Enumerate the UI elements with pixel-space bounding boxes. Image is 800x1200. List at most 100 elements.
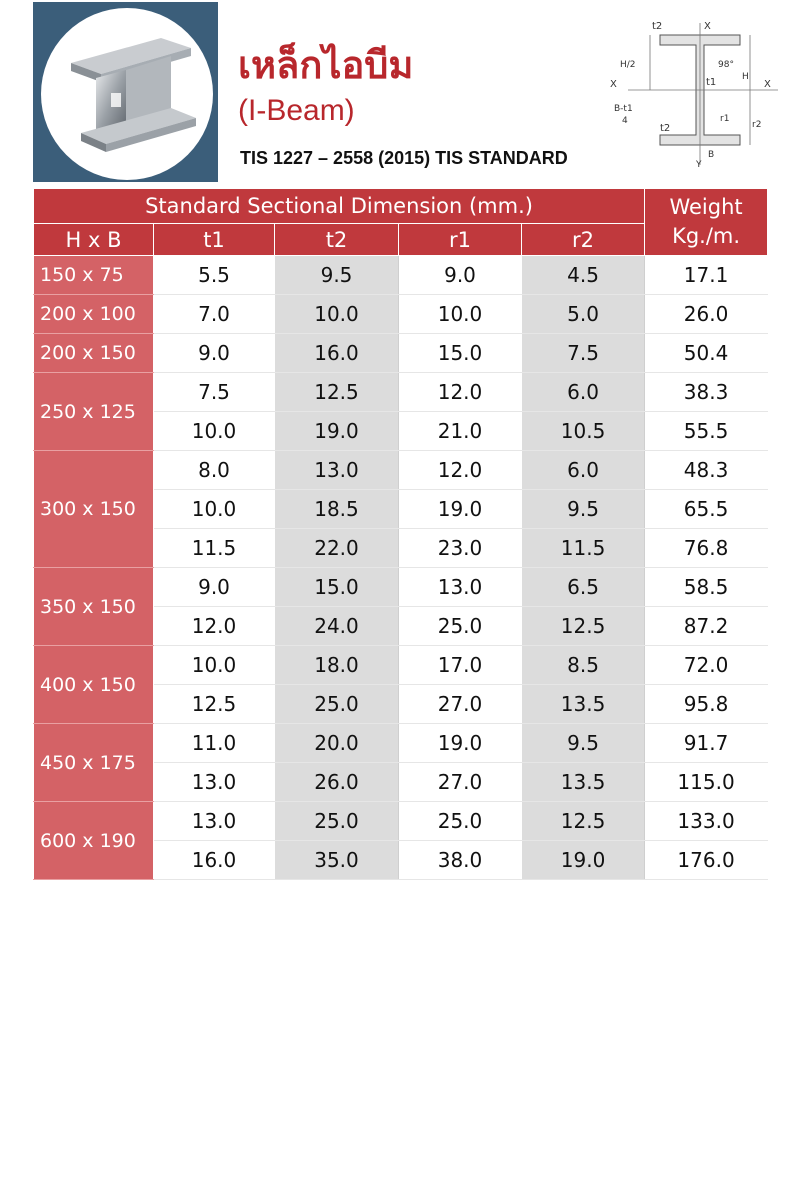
t2-cell: 18.0 xyxy=(274,645,399,685)
t1-cell: 12.5 xyxy=(153,684,275,724)
i-beam-spec-table: Standard Sectional Dimension (mm.) Weigh… xyxy=(32,188,769,880)
table-row: 13.0 26.0 27.0 13.5 115.0 xyxy=(34,762,769,802)
size-cell: 300 x 150 xyxy=(33,450,154,568)
size-cell: 450 x 175 xyxy=(33,723,154,802)
table-body: 150 x 75 5.5 9.5 9.0 4.5 17.1 200 x 100 7.0 10.0… xyxy=(33,255,769,880)
standard-label: TIS 1227 – 2558 (2015) TIS STANDARD xyxy=(240,148,568,168)
size-cell: 400 x 150 xyxy=(33,645,154,724)
weight-cell: 55.5 xyxy=(644,411,769,451)
diagram-t1: t1 xyxy=(706,77,716,88)
diagram-b: B xyxy=(708,150,714,160)
table-row: 400 x 150 10.0 18.0 17.0 8.5 72.0 xyxy=(33,645,769,724)
r2-cell: 6.0 xyxy=(520,450,646,490)
diagram-t2-bottom: t2 xyxy=(660,123,670,134)
r1-cell: 27.0 xyxy=(398,762,522,802)
group-header: Standard Sectional Dimension (mm.) xyxy=(32,188,646,224)
diagram-x-right: X xyxy=(764,79,771,90)
t1-cell: 8.0 xyxy=(153,450,275,490)
weight-cell: 95.8 xyxy=(644,684,769,724)
product-logo-box xyxy=(33,2,218,182)
table-row: 11.5 22.0 23.0 11.5 76.8 xyxy=(34,528,769,568)
t2-cell: 18.5 xyxy=(274,489,399,529)
diagram-t2-top: t2 xyxy=(652,21,662,32)
r1-cell: 25.0 xyxy=(398,606,522,646)
r1-cell: 27.0 xyxy=(398,684,522,724)
t1-cell: 16.0 xyxy=(153,840,275,880)
weight-cell: 115.0 xyxy=(644,762,769,802)
r2-cell: 6.5 xyxy=(520,567,646,607)
diagram-angle: 98° xyxy=(718,60,734,70)
r1-cell: 13.0 xyxy=(398,567,522,607)
weight-header: Weight Kg./m. xyxy=(644,188,769,256)
r2-cell: 10.5 xyxy=(520,411,646,451)
r2-cell: 5.0 xyxy=(520,294,646,334)
t2-cell: 35.0 xyxy=(274,840,399,880)
weight-cell: 133.0 xyxy=(644,801,769,841)
weight-cell: 38.3 xyxy=(644,372,769,412)
r1-cell: 17.0 xyxy=(398,645,522,685)
size-cell: 600 x 190 xyxy=(33,801,154,880)
t1-cell: 11.5 xyxy=(153,528,275,568)
weight-cell: 48.3 xyxy=(644,450,769,490)
t2-cell: 16.0 xyxy=(274,333,399,373)
t1-cell: 5.5 xyxy=(153,255,275,295)
diagram-h-half: H/2 xyxy=(620,60,636,70)
col-header-t1: t1 xyxy=(153,223,275,256)
t2-cell: 25.0 xyxy=(274,801,399,841)
weight-cell: 17.1 xyxy=(644,255,769,295)
table-row: 600 x 190 13.0 25.0 25.0 12.5 133.0 xyxy=(33,801,769,880)
t2-cell: 22.0 xyxy=(274,528,399,568)
r1-cell: 9.0 xyxy=(398,255,522,295)
r1-cell: 10.0 xyxy=(398,294,522,334)
t1-cell: 10.0 xyxy=(153,411,275,451)
size-cell: 250 x 125 xyxy=(33,372,154,451)
t1-cell: 10.0 xyxy=(153,645,275,685)
size-cell: 200 x 150 xyxy=(33,333,154,373)
size-cell: 350 x 150 xyxy=(33,567,154,646)
table-row: 350 x 150 9.0 15.0 13.0 6.5 58.5 xyxy=(33,567,769,646)
diagram-four: 4 xyxy=(622,116,628,126)
table-row: 10.0 18.5 19.0 9.5 65.5 xyxy=(34,489,769,529)
r1-cell: 25.0 xyxy=(398,801,522,841)
diagram-y: Y xyxy=(695,160,702,170)
size-cell: 200 x 100 xyxy=(33,294,154,334)
r1-cell: 23.0 xyxy=(398,528,522,568)
weight-cell: 58.5 xyxy=(644,567,769,607)
table-row: 16.0 35.0 38.0 19.0 176.0 xyxy=(34,840,769,880)
r2-cell: 9.5 xyxy=(520,489,646,529)
table-row: 200 x 150 9.0 16.0 15.0 7.5 50.4 xyxy=(33,333,769,373)
size-cell: 150 x 75 xyxy=(33,255,154,295)
diagram-r2: r2 xyxy=(752,120,761,130)
r1-cell: 15.0 xyxy=(398,333,522,373)
t2-cell: 10.0 xyxy=(274,294,399,334)
table-row: 250 x 125 7.5 12.5 12.0 6.0 38.3 xyxy=(33,372,769,451)
t1-cell: 7.0 xyxy=(153,294,275,334)
weight-cell: 65.5 xyxy=(644,489,769,529)
t1-cell: 9.0 xyxy=(153,333,275,373)
t2-cell: 19.0 xyxy=(274,411,399,451)
t1-cell: 7.5 xyxy=(153,372,275,412)
r1-cell: 38.0 xyxy=(398,840,522,880)
weight-cell: 87.2 xyxy=(644,606,769,646)
r2-cell: 4.5 xyxy=(520,255,646,295)
t1-cell: 12.0 xyxy=(153,606,275,646)
title-english: (I-Beam) xyxy=(238,94,355,127)
r2-cell: 12.5 xyxy=(520,606,646,646)
t2-cell: 20.0 xyxy=(274,723,399,763)
t2-cell: 12.5 xyxy=(274,372,399,412)
r1-cell: 19.0 xyxy=(398,489,522,529)
r2-cell: 11.5 xyxy=(520,528,646,568)
table-row: 150 x 75 5.5 9.5 9.0 4.5 17.1 xyxy=(33,255,769,295)
t1-cell: 11.0 xyxy=(153,723,275,763)
r1-cell: 21.0 xyxy=(398,411,522,451)
t1-cell: 13.0 xyxy=(153,801,275,841)
r2-cell: 8.5 xyxy=(520,645,646,685)
r2-cell: 6.0 xyxy=(520,372,646,412)
t2-cell: 25.0 xyxy=(274,684,399,724)
t2-cell: 24.0 xyxy=(274,606,399,646)
r2-cell: 7.5 xyxy=(520,333,646,373)
t2-cell: 15.0 xyxy=(274,567,399,607)
r2-cell: 13.5 xyxy=(520,762,646,802)
diagram-h-right: H xyxy=(742,72,749,82)
table-row: 300 x 150 8.0 13.0 12.0 6.0 48.3 xyxy=(33,450,769,568)
